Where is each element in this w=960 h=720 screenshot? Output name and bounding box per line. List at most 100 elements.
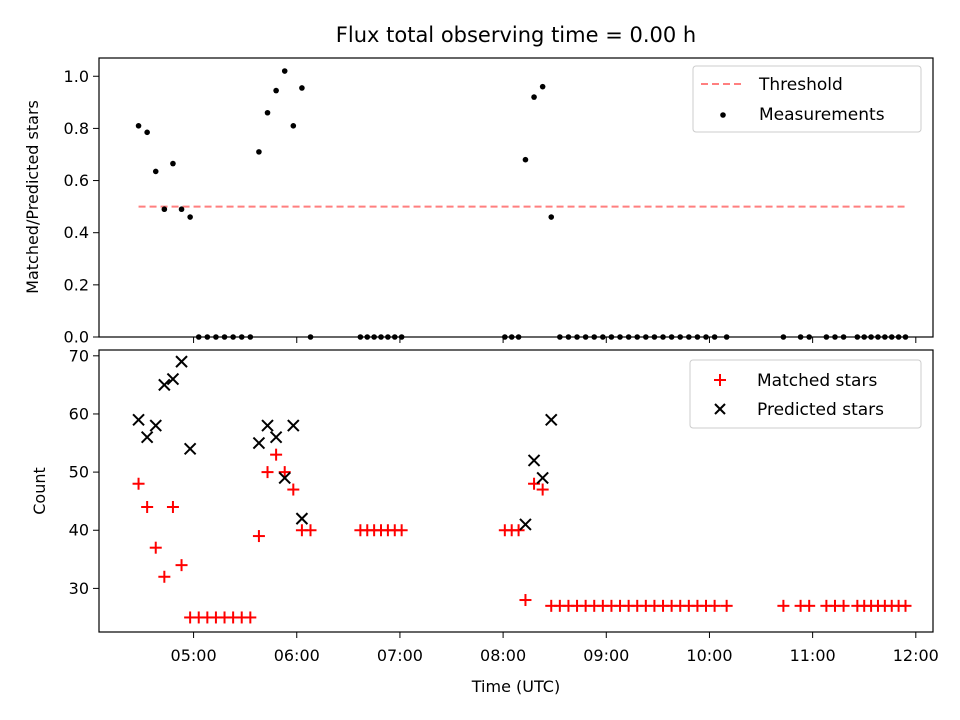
matched-star-point (141, 500, 154, 513)
matched-star-point (287, 483, 300, 496)
matched-star-point (158, 570, 171, 583)
ratio-y-ticks: 0.0 0.2 0.4 0.6 0.8 1.0 (64, 67, 99, 347)
legend-measurements-label: Measurements (759, 105, 885, 125)
matched-star-point (166, 500, 179, 513)
count-y-tick-label: 60 (69, 404, 89, 423)
predicted-star-point (278, 471, 291, 485)
x-tick-label: 10:00 (686, 646, 732, 665)
legend-matched-swatch (714, 374, 726, 386)
predicted-star-point (295, 512, 309, 525)
matched-star-point (512, 524, 525, 537)
predicted-star-point (140, 431, 154, 444)
count-y-tick-label: 50 (69, 463, 89, 482)
matched-star-point (803, 599, 816, 612)
matched-star-point (261, 466, 274, 479)
measurement-point (281, 68, 288, 74)
matched-star-point (528, 477, 541, 490)
predicted-star-point (252, 436, 266, 450)
ratio-plot-frame (98, 57, 934, 338)
predicted-star-point (149, 419, 162, 432)
matched-star-point (270, 448, 283, 461)
measurement-point (144, 129, 150, 136)
measurement-point (256, 149, 262, 155)
legend-measurements-swatch (720, 112, 726, 118)
matched-star-point (244, 611, 257, 624)
count-y-tick-label: 40 (69, 521, 89, 540)
matched-star-point (175, 559, 188, 572)
predicted-star-point (527, 454, 541, 467)
measurement-point (273, 87, 279, 94)
predicted-star-point (287, 419, 300, 432)
x-tick-label: 11:00 (790, 646, 836, 665)
ratio-legend-box (692, 65, 922, 133)
predicted-star-point (545, 413, 558, 426)
matched-star-point (837, 599, 850, 612)
ratio-y-tick-label: 0.6 (64, 171, 89, 190)
measurement-point (299, 85, 305, 91)
x-tick-label: 12:00 (893, 646, 939, 665)
matched-star-point (149, 541, 162, 554)
measurement-point (161, 206, 168, 213)
matched-star-point (304, 524, 317, 537)
matched-star-point (720, 599, 733, 612)
count-legend-box (689, 359, 922, 429)
measurement-point (135, 122, 142, 129)
measurement-point (531, 94, 537, 100)
predicted-star-point (261, 419, 274, 432)
measurement-point (264, 109, 271, 116)
measurement-point (178, 206, 185, 213)
predicted-star-point (183, 442, 197, 456)
chart-title: Flux total observing time = 0.00 h (336, 23, 696, 47)
matched-star-point (777, 599, 790, 612)
count-y-tick-label: 30 (69, 579, 89, 598)
matched-star-point (132, 477, 145, 490)
predicted-star-point (536, 471, 549, 485)
ratio-y-tick-label: 0.8 (64, 119, 89, 138)
predicted-star-point (132, 413, 145, 426)
x-axis-label: Time (UTC) (471, 677, 560, 696)
legend-matched-label: Matched stars (757, 371, 877, 391)
x-tick-label: 08:00 (480, 646, 526, 665)
measurement-point (290, 122, 297, 129)
legend-predicted-swatch (714, 403, 726, 415)
predicted-star-point (519, 518, 532, 531)
x-tick-label: 07:00 (377, 646, 423, 665)
count-y-ticks: 30 40 50 60 70 (69, 346, 99, 598)
ratio-y-tick-label: 1.0 (64, 67, 89, 86)
predicted-star-point (175, 355, 188, 368)
measurement-point (187, 214, 193, 220)
legend-predicted-label: Predicted stars (757, 400, 884, 420)
matched-star-point (278, 466, 291, 479)
x-tick-label: 06:00 (274, 646, 320, 665)
x-tick-label: 05:00 (171, 646, 217, 665)
count-x-ticks: 05:00 06:00 07:00 08:00 09:00 10:00 11:00 12:00 (171, 632, 939, 665)
ratio-panel: 0.0 0.2 0.4 0.6 0.8 1.0 Matched/Predicted sta… (23, 57, 934, 347)
count-panel: 30 40 50 60 70 05:00 06:00 07:00 08:00 09:00 10:0… (30, 346, 939, 696)
count-plot-frame (98, 349, 934, 633)
measurement-point (548, 214, 555, 220)
predicted-star-point (158, 378, 171, 392)
ratio-y-tick-label: 0.0 (64, 328, 89, 347)
predicted-star-point (166, 372, 180, 386)
legend-threshold-label: Threshold (758, 75, 843, 95)
matched-star-point (395, 524, 408, 537)
matched-star-point (899, 599, 912, 612)
ratio-y-axis-label: Matched/Predicted stars (23, 100, 42, 294)
count-y-tick-label: 70 (69, 346, 89, 365)
ratio-x-ticks (193, 337, 917, 343)
predicted-star-point (269, 431, 283, 444)
count-y-axis-label: Count (30, 467, 49, 515)
matched-star-point (252, 530, 265, 543)
matched-star-point (708, 599, 721, 612)
ratio-y-tick-label: 0.2 (64, 275, 89, 294)
ratio-legend: Threshold Measurements (692, 65, 922, 133)
measurement-point (170, 160, 176, 167)
measurement-point (539, 83, 546, 90)
matched-star-point (536, 483, 549, 496)
count-points-layer (132, 355, 912, 624)
matched-star-point (519, 594, 532, 607)
count-legend: Matched stars Predicted stars (689, 359, 922, 429)
measurement-point (152, 168, 159, 175)
x-tick-label: 09:00 (583, 646, 629, 665)
